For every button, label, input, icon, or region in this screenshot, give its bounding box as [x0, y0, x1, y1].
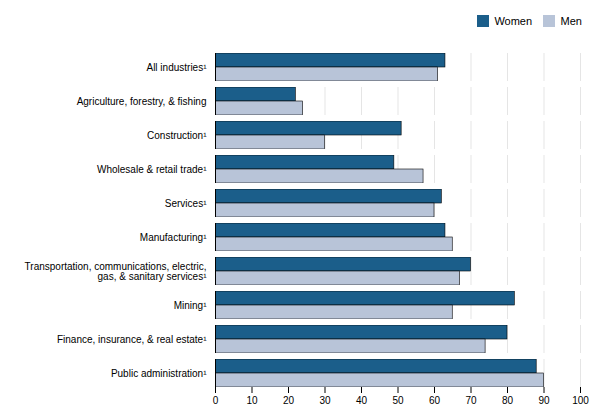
svg-text:30: 30	[319, 394, 331, 405]
svg-text:50: 50	[392, 394, 404, 405]
svg-text:10: 10	[246, 394, 258, 405]
svg-text:90: 90	[538, 394, 550, 405]
svg-text:Wholesale & retail trade¹: Wholesale & retail trade¹	[97, 163, 207, 174]
svg-text:Finance, insurance, & real est: Finance, insurance, & real estate¹	[57, 333, 207, 344]
svg-text:Manufacturing¹: Manufacturing¹	[140, 231, 207, 242]
svg-text:Services¹: Services¹	[165, 197, 207, 208]
svg-text:20: 20	[283, 394, 295, 405]
svg-text:70: 70	[465, 394, 477, 405]
svg-text:All industries¹: All industries¹	[146, 61, 207, 72]
svg-text:40: 40	[356, 394, 368, 405]
svg-text:80: 80	[502, 394, 514, 405]
svg-text:0: 0	[213, 394, 219, 405]
html-text:Men: Men	[560, 14, 582, 27]
svg-text:Public administration¹: Public administration¹	[111, 367, 207, 378]
svg-text:Mining¹: Mining¹	[174, 299, 207, 310]
svg-text:60: 60	[429, 394, 441, 405]
svg-text:Agriculture, forestry, & fishi: Agriculture, forestry, & fishing	[77, 95, 207, 106]
svg-text:Transportation, communications: Transportation, communications, electric…	[25, 260, 208, 281]
svg-text:Construction¹: Construction¹	[147, 129, 207, 140]
svg-text:100: 100	[572, 394, 589, 405]
html-text:Women: Women	[494, 14, 533, 27]
